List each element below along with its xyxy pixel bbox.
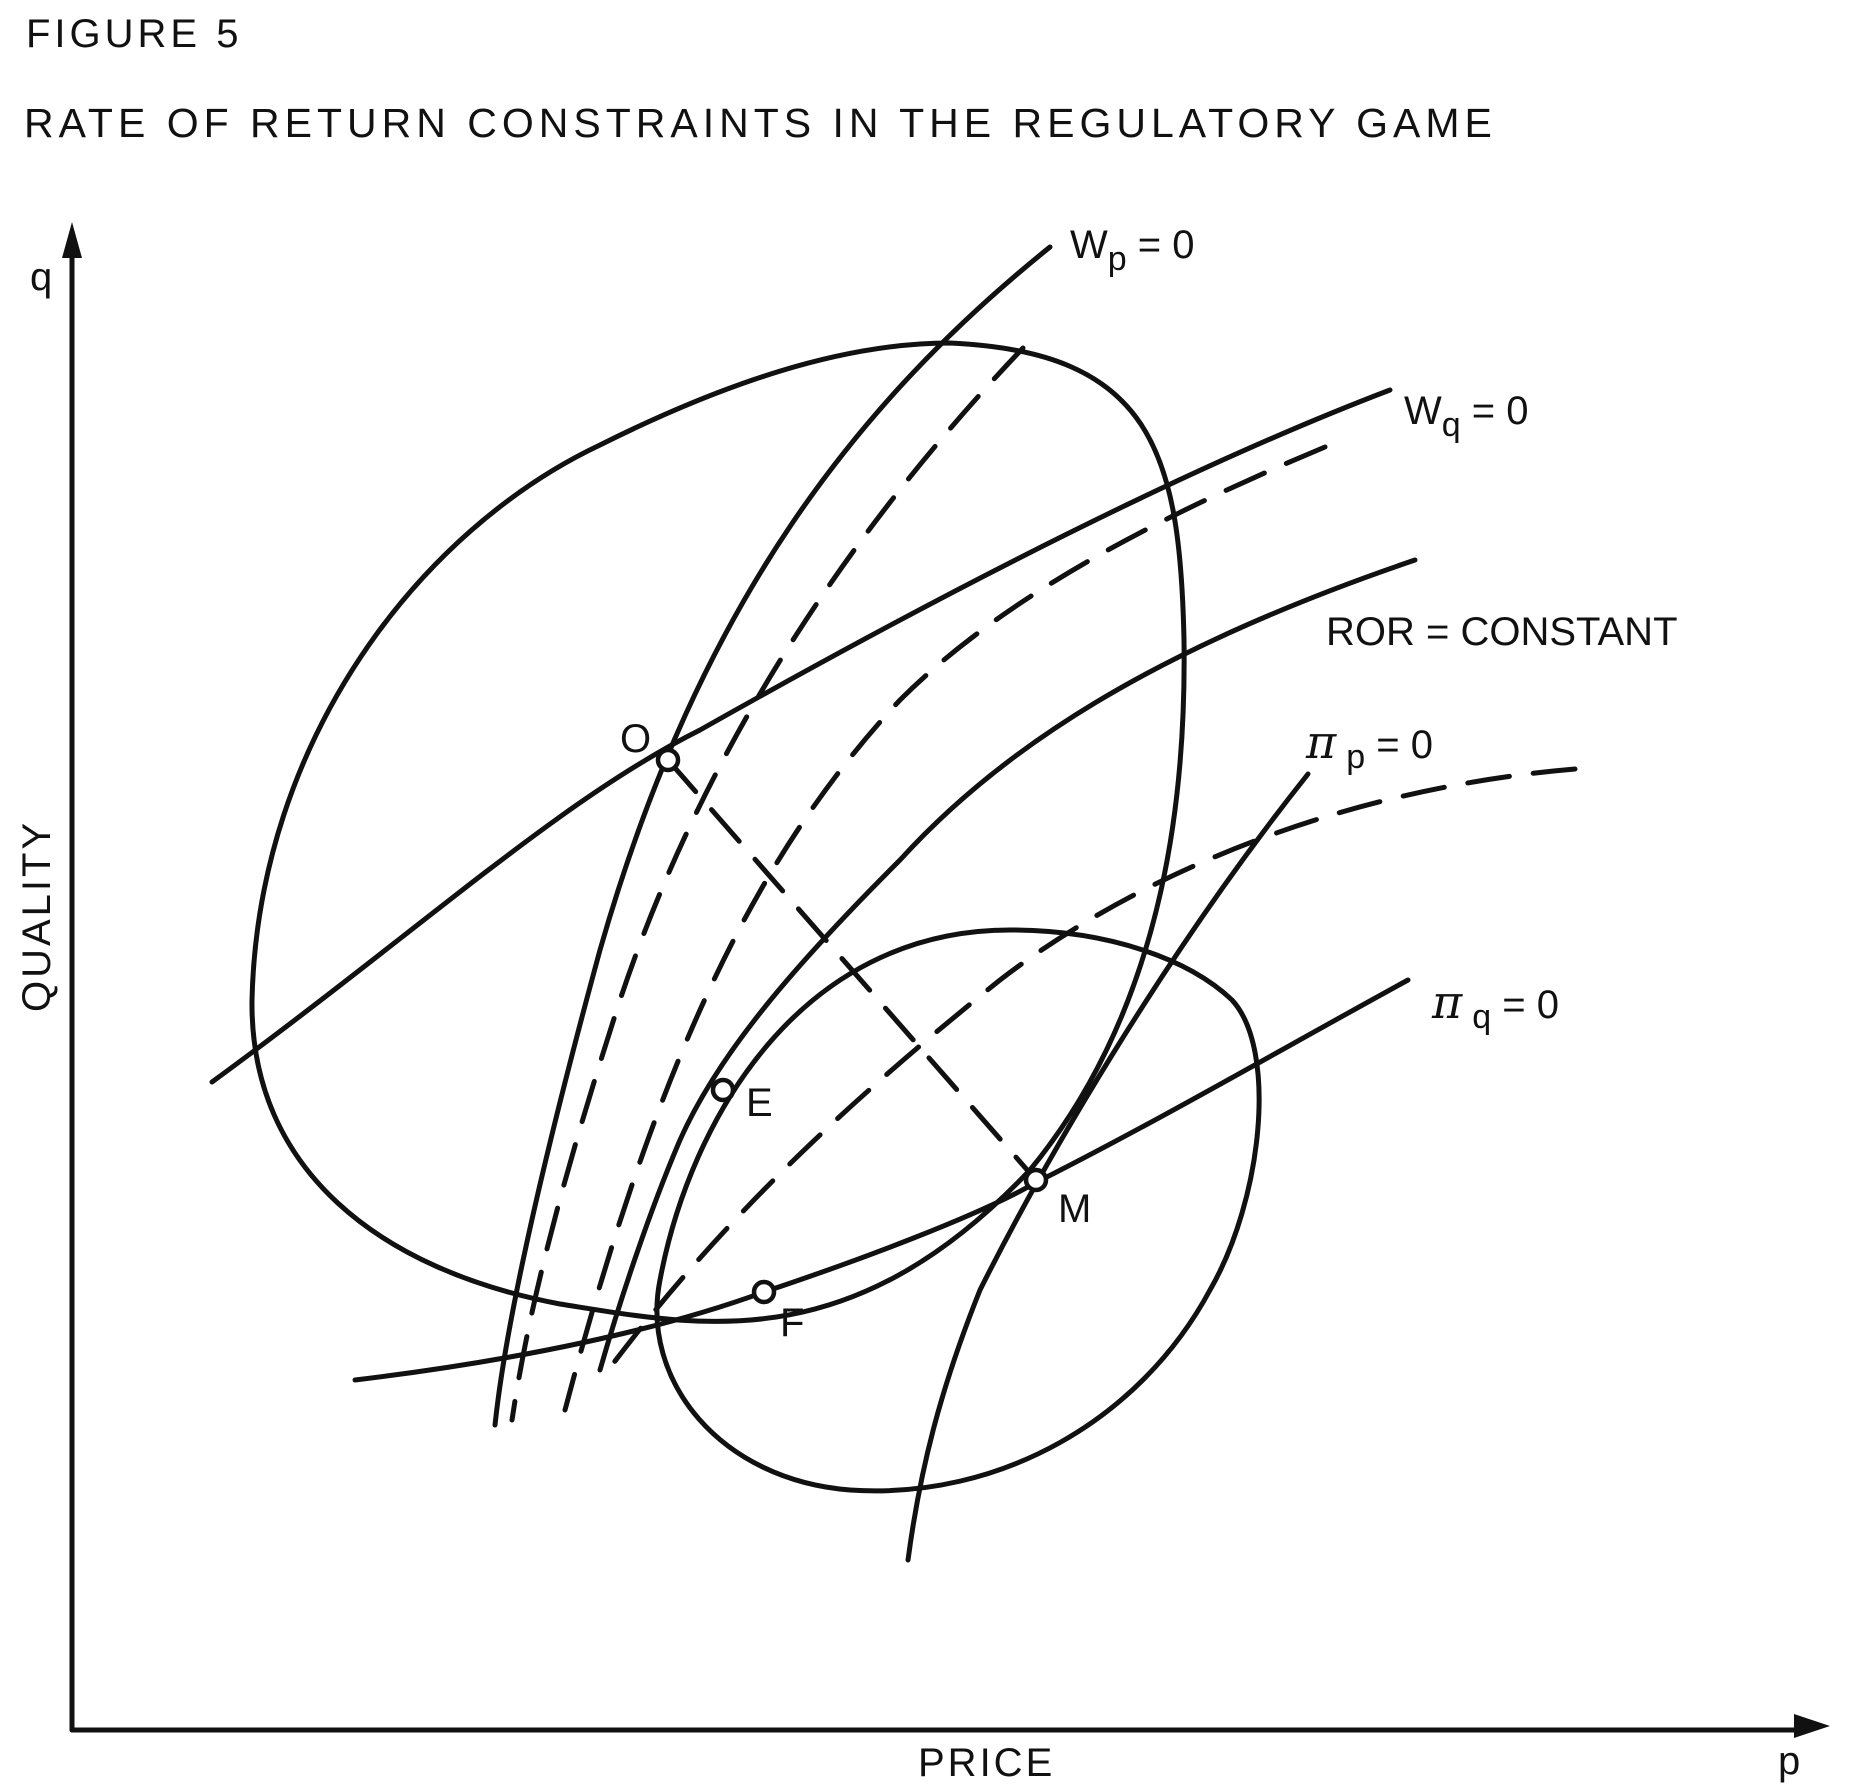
piq-label-sub: q: [1472, 998, 1491, 1036]
x-axis-symbol: p: [1778, 1739, 1800, 1783]
wq-label-base: W: [1404, 389, 1442, 433]
ror-label: ROR = CONSTANT: [1326, 610, 1678, 654]
y-axis-symbol: q: [30, 255, 52, 299]
large-ellipse-curve: [249, 340, 1187, 1324]
o-m-dashed-line: [665, 757, 1039, 1183]
wp-label-sub: p: [1108, 240, 1127, 278]
wq-label-rest: = 0: [1461, 389, 1529, 433]
wp-label-base: W: [1070, 223, 1108, 267]
x-axis-arrow-icon: [1794, 1714, 1830, 1738]
point-f-label: F: [780, 1301, 804, 1345]
piq-label-base: π: [1431, 975, 1463, 1029]
y-axis-label: QUALITY: [15, 820, 59, 1012]
wq-zero-curve: [209, 387, 1393, 1085]
pip-zero-curve: [905, 771, 1311, 1563]
point-o-label: O: [620, 717, 651, 761]
pip-label-sub: p: [1346, 738, 1365, 776]
wp-label-rest: = 0: [1127, 223, 1195, 267]
figure-title: RATE OF RETURN CONSTRAINTS IN THE REGULA…: [24, 100, 1497, 146]
wp-dashed-curve: [509, 345, 1026, 1423]
wq-dashed-curve: [562, 444, 1328, 1413]
x-axis-label: PRICE: [918, 1741, 1055, 1785]
point-f: [751, 1279, 777, 1305]
y-axis-arrow-icon: [62, 222, 82, 258]
axes: q p PRICE QUALITY: [15, 222, 1830, 1785]
wp-zero-curve: [492, 244, 1053, 1428]
point-e: [710, 1077, 736, 1103]
piq-label-rest: = 0: [1491, 983, 1559, 1027]
point-m-label: M: [1058, 1187, 1091, 1231]
pip-label-base: π: [1305, 715, 1337, 769]
pip-dashed-curve: [600, 766, 1578, 1380]
figure-label: FIGURE 5: [26, 12, 243, 56]
wq-label: Wq = 0: [1404, 389, 1529, 444]
small-ellipse-curve: [654, 927, 1262, 1494]
point-m: [1023, 1167, 1049, 1193]
wp-label: Wp = 0: [1070, 223, 1195, 278]
wq-label-sub: q: [1442, 406, 1461, 444]
pip-label-rest: = 0: [1365, 723, 1433, 767]
piq-zero-curve: [352, 977, 1411, 1383]
point-o: [655, 747, 681, 773]
point-e-label: E: [746, 1081, 773, 1125]
